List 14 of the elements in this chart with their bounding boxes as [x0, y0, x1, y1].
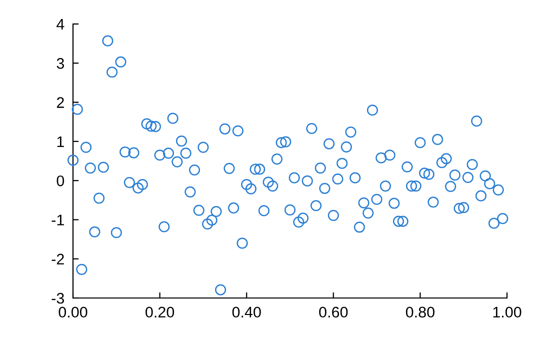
y-tick-label: 0: [56, 175, 64, 186]
x-tick-label: 0.00: [58, 306, 88, 318]
x-tick-label: 0.80: [406, 306, 434, 318]
y-tick-label: -1: [52, 214, 64, 226]
x-tick-label: 1.00: [493, 306, 522, 318]
y-tick-label: 2: [56, 97, 64, 108]
y-tick-label: 3: [56, 58, 64, 69]
x-tick-label: 0.20: [146, 306, 174, 318]
y-tick-label: 1: [57, 136, 64, 147]
x-tick-label: 0.60: [319, 306, 348, 318]
y-tick-label: 4: [56, 19, 64, 30]
y-tick-label: -2: [52, 254, 64, 264]
x-tick-label: 0.40: [232, 306, 261, 318]
y-tick-label: -3: [52, 292, 64, 304]
